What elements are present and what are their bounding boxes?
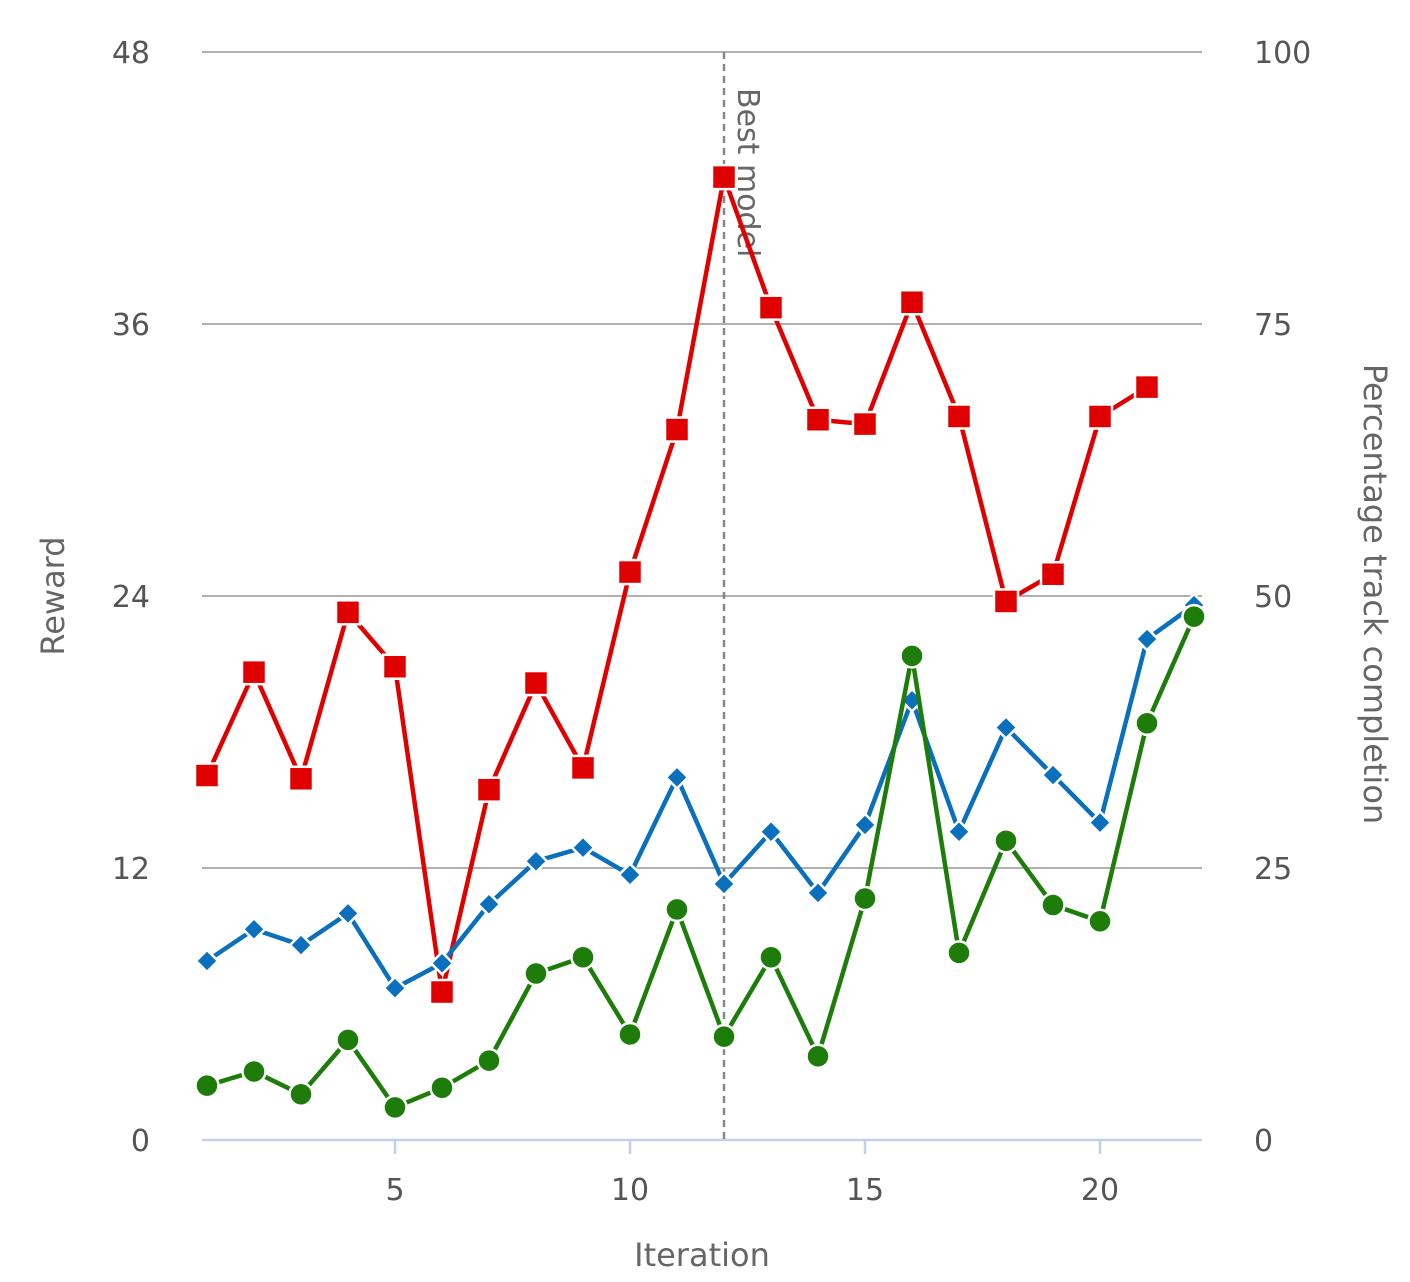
y-tick-label: 48 [112,36,150,71]
y-tick-label: 0 [131,1124,150,1159]
x-tick-label: 15 [846,1173,884,1208]
data-point-diamond [758,818,784,845]
y2-tick-label: 50 [1254,580,1292,615]
data-point-square [381,653,409,680]
data-point-circle [1181,603,1207,630]
data-point-circle [1134,710,1160,737]
data-point-diamond [476,891,502,918]
data-point-diamond [664,764,690,791]
gridlines [202,51,1202,869]
data-point-diamond [570,834,596,861]
data-point-diamond [993,714,1019,741]
data-point-square [945,403,973,430]
y-tick-label: 36 [112,308,150,343]
data-point-circle [993,828,1019,854]
data-point-circle [194,1072,220,1099]
data-point-circle [476,1047,502,1074]
x-tick-label: 20 [1081,1173,1119,1208]
data-point-circle [664,896,690,923]
data-point-circle [711,1023,737,1050]
data-point-square [475,776,503,803]
data-point-circle [1087,908,1113,935]
data-point-circle [852,885,878,912]
y2-tick-label: 0 [1254,1124,1273,1159]
data-point-diamond [194,948,220,974]
data-point-circle [523,960,549,987]
data-point-square [851,410,879,438]
y2-tick-label: 100 [1254,36,1311,71]
data-point-square [804,406,832,433]
data-point-diamond [429,950,455,976]
data-point-diamond [241,916,267,942]
data-point-square [569,754,597,782]
data-point-diamond [1087,809,1113,836]
series-circle [194,603,1207,1121]
y2-axis-ticks: 0 25 50 75 100 [1254,36,1311,1159]
data-point-square [334,599,362,626]
data-point-diamond [805,880,831,906]
data-point-square [616,558,644,586]
data-point-square [757,294,785,321]
data-point-square [428,978,456,1006]
data-point-circle [899,643,925,669]
data-point-square [1086,403,1114,430]
y-tick-label: 12 [112,852,150,887]
series-line [204,174,1149,995]
data-point-square [193,762,221,789]
data-point-square [240,658,268,686]
series-line [205,603,1196,991]
data-point-square [522,669,550,697]
series-line [206,615,1197,1110]
data-point-circle [758,944,784,970]
data-point-square [287,765,315,793]
y2-tick-label: 75 [1254,308,1292,343]
data-point-circle [382,1094,408,1121]
data-point-circle [570,944,596,970]
x-axis-title: Iteration [634,1236,770,1274]
data-point-diamond [711,871,737,897]
data-point-diamond [852,812,878,838]
data-point-diamond [288,932,314,958]
y-tick-label: 24 [112,580,150,615]
data-point-diamond [946,818,972,845]
data-point-square [992,588,1020,615]
x-tick-label: 5 [385,1173,404,1208]
data-point-square [1039,560,1067,588]
data-point-square [710,163,738,191]
data-point-diamond [617,862,643,888]
data-point-circle [335,1027,361,1053]
series-layer [193,163,1207,1121]
y-axis-title: Reward [34,536,72,655]
x-axis-ticks: 5 10 15 20 [385,1140,1119,1208]
data-point-circle [946,940,972,966]
data-point-diamond [1134,626,1160,652]
data-point-circle [617,1021,643,1048]
x-tick-label: 10 [611,1173,649,1208]
data-point-diamond [382,975,408,1001]
series-square [193,163,1161,1006]
data-point-diamond [335,900,361,927]
data-point-diamond [1040,762,1066,788]
data-point-circle [1040,892,1066,918]
data-point-diamond [523,848,549,874]
data-point-circle [241,1058,267,1085]
y2-tick-label: 25 [1254,852,1292,887]
series-diamond [194,592,1207,1001]
data-point-circle [429,1075,455,1101]
data-point-square [1133,373,1161,401]
data-point-circle [288,1081,314,1108]
data-point-square [663,416,691,443]
data-point-square [898,288,926,316]
y2-axis-title: Percentage track completion [1356,364,1394,824]
data-point-circle [805,1043,831,1069]
y-axis-ticks: 0 12 24 36 48 [112,36,150,1159]
